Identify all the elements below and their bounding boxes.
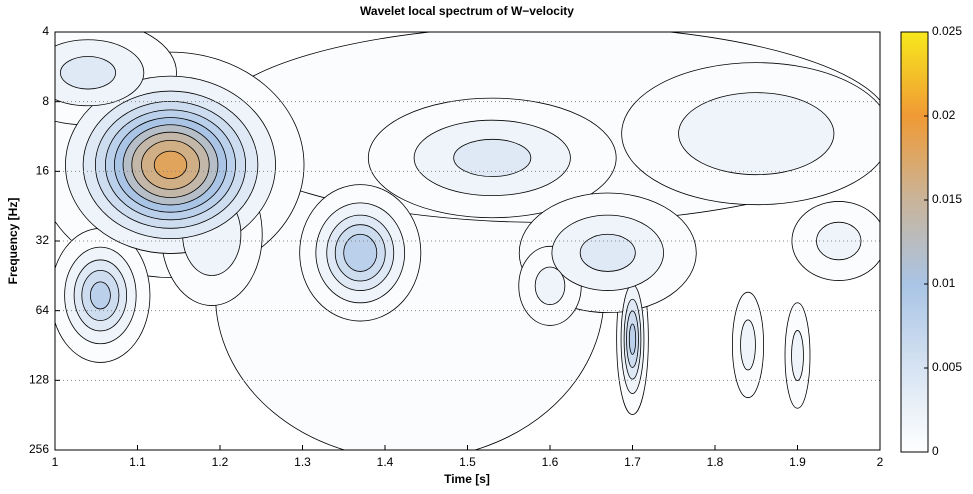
colorbar-tick-label: 0.005 (932, 360, 962, 374)
contour (60, 56, 116, 90)
y-tick-label: 8 (42, 94, 49, 108)
x-tick-label: 1.9 (789, 455, 806, 469)
x-tick-label: 2 (877, 455, 884, 469)
colorbar-tick-label: 0.02 (932, 108, 956, 122)
y-tick-label: 4 (42, 24, 49, 38)
y-tick-label: 256 (29, 442, 49, 456)
colorbar-tick-label: 0.025 (932, 24, 962, 38)
colorbar-tick-label: 0.01 (932, 276, 956, 290)
x-tick-label: 1 (52, 455, 59, 469)
x-tick-label: 1.7 (624, 455, 641, 469)
contour (791, 330, 804, 382)
contour (534, 266, 566, 306)
contour (153, 150, 188, 179)
x-tick-label: 1.5 (459, 455, 476, 469)
x-axis-label: Time [s] (444, 472, 490, 486)
x-tick-label: 1.1 (129, 455, 146, 469)
x-tick-label: 1.8 (707, 455, 724, 469)
plot-frame (54, 31, 881, 451)
colorbar-tick-label: 0 (932, 444, 939, 458)
y-tick-label: 128 (29, 373, 49, 387)
contour (628, 323, 637, 355)
contour-field (55, 32, 880, 450)
x-tick-label: 1.3 (294, 455, 311, 469)
y-tick-label: 16 (36, 164, 50, 178)
y-tick-label: 32 (36, 233, 50, 247)
colorbar (900, 31, 929, 453)
contour (740, 319, 756, 371)
colorbar-tick-label: 0.015 (932, 192, 962, 206)
x-tick-label: 1.6 (542, 455, 559, 469)
contour (453, 138, 532, 177)
y-tick-label: 64 (36, 303, 50, 317)
contour (579, 233, 636, 272)
contour (816, 221, 862, 261)
chart-title: Wavelet local spectrum of W−velocity (360, 4, 574, 18)
x-tick-label: 1.2 (212, 455, 229, 469)
y-axis-label: Frequency [Hz] (6, 198, 20, 285)
x-tick-label: 1.4 (377, 455, 394, 469)
contour (89, 281, 111, 310)
contour (678, 92, 835, 176)
contour (343, 233, 378, 272)
